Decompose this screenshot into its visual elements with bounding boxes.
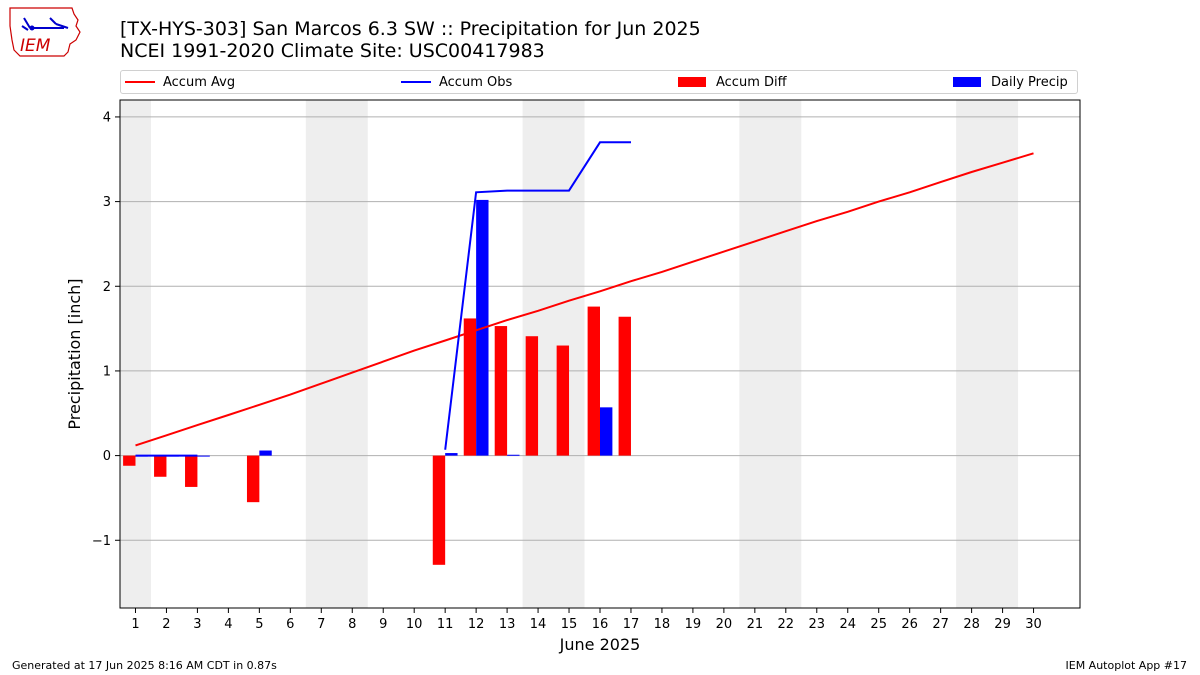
legend-item-accum-obs: Accum Obs [401, 71, 512, 93]
legend-item-daily-precip: Daily Precip [953, 71, 1068, 93]
lines [135, 141, 1034, 457]
x-tick-label: 13 [499, 617, 516, 632]
daily-precip-bar [507, 454, 520, 456]
weekend-shading [120, 100, 1019, 608]
legend-swatch-daily-precip [953, 77, 981, 87]
accum-diff-bar [463, 318, 477, 456]
x-tick-label: 6 [286, 617, 294, 632]
legend-label-daily-precip: Daily Precip [991, 74, 1068, 90]
legend-label-accum-obs: Accum Obs [439, 74, 513, 90]
accum-diff-bar [154, 455, 167, 477]
daily-precip-bar [197, 455, 210, 457]
y-tick-label: −1 [92, 534, 111, 549]
weather-station-icon [21, 17, 69, 31]
legend: Accum Avg Accum Obs Accum Diff Daily Pre… [120, 70, 1078, 94]
x-tick-label: 26 [901, 617, 918, 632]
daily-precip-bar [259, 450, 272, 456]
x-tick-label: 14 [530, 617, 547, 632]
weekend-band [120, 100, 151, 608]
iem-logo: IEM [9, 7, 81, 57]
y-axis-label: Precipitation [inch] [65, 278, 84, 429]
legend-swatch-accum-obs [401, 81, 431, 83]
y-tick-label: 2 [103, 280, 111, 295]
accum-diff-bar [123, 455, 136, 466]
logo-text: IEM [20, 36, 51, 56]
x-tick-label: 15 [561, 617, 578, 632]
y-tick-label: 1 [103, 364, 111, 379]
chart-title: [TX-HYS-303] San Marcos 6.3 SW :: Precip… [120, 18, 701, 40]
x-tick-label: 22 [778, 617, 795, 632]
accum-diff-bar [494, 326, 508, 456]
x-tick-label: 17 [623, 617, 640, 632]
y-tick-label: 0 [103, 449, 111, 464]
x-tick-label: 30 [1025, 617, 1042, 632]
weekend-band [956, 100, 1019, 608]
legend-item-accum-avg: Accum Avg [125, 71, 235, 93]
x-tick-label: 9 [379, 617, 387, 632]
x-tick-label: 2 [162, 617, 170, 632]
x-tick-label: 19 [685, 617, 702, 632]
iowa-outline-icon [9, 7, 81, 57]
accum-diff-bar [618, 316, 631, 456]
x-tick-label: 29 [994, 617, 1011, 632]
y-tick-label: 3 [103, 195, 111, 210]
weekend-band [305, 100, 368, 608]
legend-label-accum-avg: Accum Avg [163, 74, 236, 90]
daily-precip-bar [445, 453, 458, 456]
accum-diff-bar [556, 345, 570, 456]
accum-avg-line [135, 152, 1034, 447]
accum-diff-bar [525, 336, 539, 456]
accum-diff-bar [185, 455, 198, 487]
x-axis-label: June 2025 [559, 635, 641, 654]
accum-diff-bar [432, 455, 446, 565]
legend-item-accum-diff: Accum Diff [678, 71, 787, 93]
daily-precip-bar [600, 407, 613, 456]
x-tick-label: 27 [932, 617, 949, 632]
x-tick-label: 20 [716, 617, 733, 632]
accum-obs-line [444, 141, 631, 450]
x-tick-label: 8 [348, 617, 356, 632]
accum-diff-bar [246, 455, 260, 503]
x-tick-label: 23 [809, 617, 826, 632]
x-tick-label: 3 [193, 617, 201, 632]
x-tick-label: 11 [437, 617, 454, 632]
footer-app-label: IEM Autoplot App #17 [1065, 659, 1188, 672]
x-tick-label: 7 [317, 617, 325, 632]
x-tick-label: 18 [654, 617, 671, 632]
x-tick-label: 16 [592, 617, 609, 632]
accum-diff-bar [587, 306, 600, 456]
y-tick-label: 4 [103, 110, 111, 125]
x-tick-label: 10 [406, 617, 423, 632]
x-tick-label: 1 [131, 617, 139, 632]
weekend-band [739, 100, 802, 608]
footer-generated: Generated at 17 Jun 2025 8:16 AM CDT in … [12, 659, 277, 672]
x-tick-label: 25 [870, 617, 887, 632]
legend-swatch-accum-avg [125, 81, 155, 83]
x-tick-label: 21 [747, 617, 764, 632]
legend-swatch-accum-diff [678, 77, 706, 87]
x-tick-label: 28 [963, 617, 980, 632]
x-tick-label: 5 [255, 617, 263, 632]
chart-subtitle: NCEI 1991-2020 Climate Site: USC00417983 [120, 40, 545, 62]
legend-label-accum-diff: Accum Diff [716, 74, 787, 90]
x-tick-label: 12 [468, 617, 485, 632]
x-tick-label: 4 [224, 617, 232, 632]
x-tick-label: 24 [839, 617, 856, 632]
